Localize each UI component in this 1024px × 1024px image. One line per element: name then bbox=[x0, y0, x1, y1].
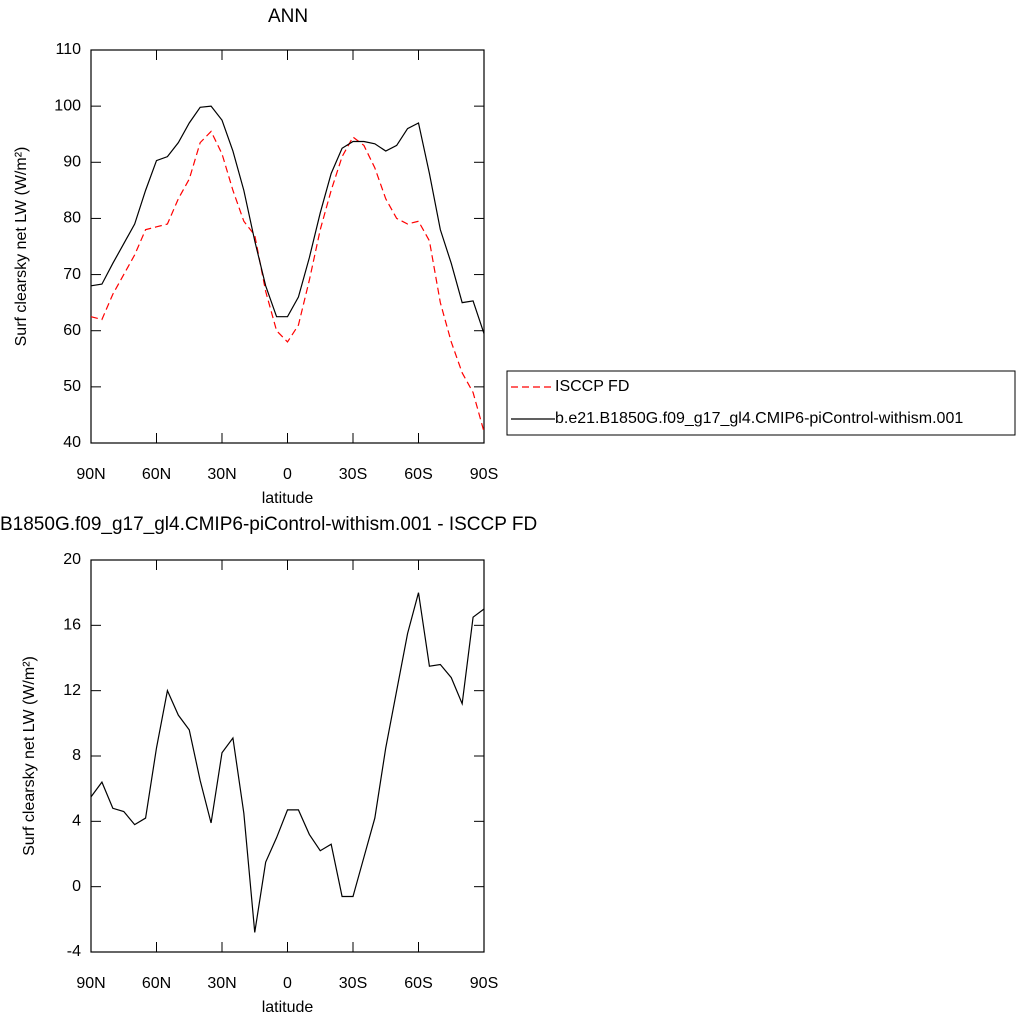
legend-label: b.e21.B1850G.f09_g17_gl4.CMIP6-piControl… bbox=[555, 410, 963, 427]
y-tick-label: 50 bbox=[63, 378, 81, 395]
y-tick-label: 8 bbox=[72, 747, 81, 764]
y-axis-label: Surf clearsky net LW (W/m²) bbox=[21, 656, 38, 856]
plot-frame bbox=[90, 559, 485, 953]
x-tick-label: 90N bbox=[76, 975, 105, 992]
data-line bbox=[90, 592, 485, 933]
y-tick-label: 40 bbox=[63, 434, 81, 451]
y-tick-label: 100 bbox=[54, 97, 81, 114]
x-tick-label: 90S bbox=[470, 975, 498, 992]
y-tick-label: 20 bbox=[63, 551, 81, 568]
x-tick-label: 0 bbox=[283, 466, 292, 483]
plot-frame bbox=[90, 49, 485, 444]
data-line bbox=[90, 130, 485, 432]
data-line bbox=[90, 105, 485, 334]
y-tick-label: 16 bbox=[63, 617, 81, 634]
legend-box bbox=[506, 370, 1016, 436]
y-tick-label: 0 bbox=[72, 878, 81, 895]
y-tick-label: 60 bbox=[63, 322, 81, 339]
x-axis-label: latitude bbox=[262, 490, 314, 507]
y-tick-label: 12 bbox=[63, 682, 81, 699]
x-tick-label: 60N bbox=[142, 466, 171, 483]
x-tick-label: 0 bbox=[283, 975, 292, 992]
chart-title: B1850G.f09_g17_gl4.CMIP6-piControl-withi… bbox=[0, 514, 537, 535]
y-tick-label: 90 bbox=[63, 154, 81, 171]
y-tick-label: 110 bbox=[55, 41, 81, 58]
x-tick-label: 60S bbox=[404, 466, 432, 483]
x-tick-label: 30N bbox=[207, 975, 236, 992]
x-tick-label: 30N bbox=[207, 466, 236, 483]
plot: B1850G.f09_g17_gl4.CMIP6-piControl-withi… bbox=[0, 514, 537, 1016]
y-tick-label: 80 bbox=[63, 210, 81, 227]
plot: ANN latitude Surf clearsky net LW (W/m²) 40… bbox=[13, 6, 1016, 507]
x-axis-label: latitude bbox=[262, 999, 314, 1016]
x-tick-label: 30S bbox=[339, 975, 367, 992]
x-tick-label: 90N bbox=[76, 466, 105, 483]
x-tick-label: 30S bbox=[339, 466, 367, 483]
x-tick-label: 60S bbox=[404, 975, 432, 992]
y-tick-label: 70 bbox=[63, 266, 81, 283]
y-axis-label: Surf clearsky net LW (W/m²) bbox=[13, 147, 30, 347]
legend-label: ISCCP FD bbox=[555, 378, 629, 395]
x-tick-label: 60N bbox=[142, 975, 171, 992]
chart-title: ANN bbox=[268, 6, 308, 27]
y-tick-label: 4 bbox=[72, 813, 81, 830]
x-tick-label: 90S bbox=[470, 466, 498, 483]
y-tick-label: -4 bbox=[67, 943, 81, 960]
